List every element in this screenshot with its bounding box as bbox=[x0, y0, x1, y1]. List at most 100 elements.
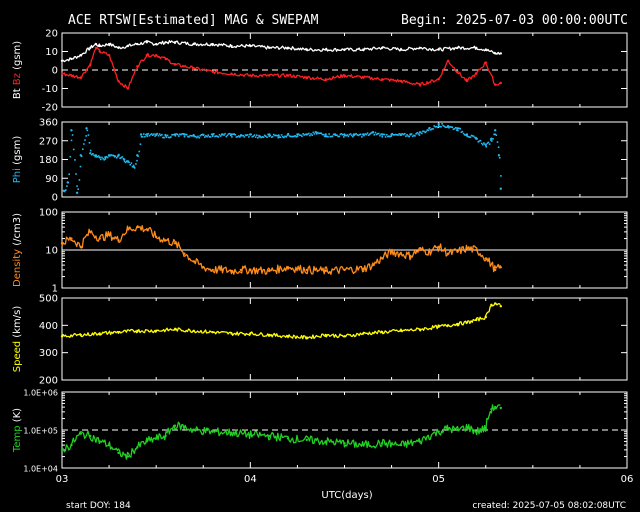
data-point bbox=[463, 134, 466, 136]
data-point bbox=[465, 321, 469, 324]
data-point bbox=[70, 74, 73, 77]
data-point bbox=[494, 268, 497, 272]
density-density-points bbox=[60, 225, 502, 273]
data-point bbox=[89, 46, 92, 49]
data-point bbox=[399, 79, 403, 83]
data-point bbox=[286, 437, 290, 440]
data-point bbox=[202, 266, 205, 269]
data-point bbox=[244, 134, 247, 136]
data-point bbox=[89, 434, 92, 438]
data-point bbox=[302, 133, 304, 135]
data-point bbox=[70, 139, 73, 142]
data-point bbox=[488, 143, 491, 145]
data-point bbox=[300, 134, 302, 137]
data-point bbox=[414, 135, 416, 137]
data-point bbox=[136, 65, 139, 68]
data-point bbox=[214, 135, 216, 138]
data-point bbox=[211, 430, 214, 433]
data-point bbox=[345, 134, 347, 137]
data-point bbox=[112, 154, 115, 157]
data-point bbox=[456, 127, 459, 130]
data-point bbox=[472, 135, 475, 138]
data-point bbox=[434, 126, 437, 128]
data-point bbox=[432, 128, 434, 130]
data-point bbox=[341, 133, 344, 136]
data-point bbox=[260, 136, 263, 139]
data-point bbox=[95, 156, 98, 158]
data-point bbox=[79, 165, 82, 168]
speed-speed-points bbox=[60, 302, 502, 339]
data-point bbox=[430, 129, 432, 131]
temp-ylabel: Temp (K) bbox=[12, 408, 23, 453]
data-point bbox=[144, 136, 146, 138]
data-point bbox=[68, 173, 70, 175]
data-point bbox=[465, 133, 469, 136]
data-point bbox=[220, 268, 224, 272]
data-point bbox=[355, 132, 357, 135]
data-point bbox=[381, 331, 384, 334]
data-point bbox=[117, 331, 120, 334]
data-point bbox=[493, 133, 495, 136]
data-point bbox=[484, 61, 487, 64]
data-point bbox=[396, 134, 398, 136]
data-point bbox=[213, 133, 215, 135]
data-point bbox=[484, 427, 487, 430]
data-point bbox=[230, 133, 233, 136]
panel-phi: 0 90 180 270 360 Phi (gsm) bbox=[12, 118, 628, 204]
data-point bbox=[277, 134, 280, 137]
data-point bbox=[495, 134, 498, 136]
data-point bbox=[358, 133, 361, 136]
data-point bbox=[89, 149, 92, 152]
data-point bbox=[230, 44, 233, 48]
temp-ytick-label: 1.0E+05 bbox=[23, 427, 58, 436]
data-point bbox=[315, 133, 318, 135]
data-point bbox=[371, 131, 374, 134]
data-point bbox=[100, 158, 102, 161]
phi-ytick-label: 90 bbox=[45, 174, 58, 185]
data-point bbox=[402, 133, 405, 136]
data-point bbox=[303, 134, 305, 136]
data-point bbox=[80, 155, 83, 157]
data-point bbox=[389, 135, 391, 138]
data-point bbox=[205, 135, 207, 137]
data-point bbox=[456, 428, 459, 432]
mag-ylabel-part: (gsm) bbox=[12, 41, 23, 73]
data-point bbox=[136, 42, 139, 46]
data-point bbox=[193, 135, 196, 138]
data-point bbox=[424, 131, 426, 134]
data-point bbox=[497, 154, 501, 157]
data-point bbox=[477, 141, 480, 143]
data-point bbox=[288, 135, 291, 137]
data-point bbox=[337, 135, 339, 138]
data-point bbox=[164, 41, 167, 44]
data-point bbox=[456, 46, 459, 49]
data-point bbox=[305, 336, 308, 339]
data-point bbox=[239, 268, 243, 272]
chart-title: ACE RTSW[Estimated] MAG & SWEPAM bbox=[68, 13, 319, 28]
data-point bbox=[215, 135, 217, 137]
data-point bbox=[390, 250, 393, 253]
data-point bbox=[200, 134, 203, 136]
mag-bt-series bbox=[61, 39, 501, 63]
data-point bbox=[331, 135, 334, 138]
data-point bbox=[435, 125, 438, 128]
data-point bbox=[192, 67, 195, 70]
data-point bbox=[136, 154, 139, 157]
data-point bbox=[96, 156, 99, 158]
data-point bbox=[390, 133, 393, 136]
data-point bbox=[418, 46, 421, 49]
x-tick-label: 03 bbox=[56, 474, 69, 485]
data-point bbox=[498, 157, 501, 159]
data-point bbox=[480, 142, 483, 145]
data-point bbox=[284, 135, 286, 138]
data-point bbox=[136, 446, 139, 449]
density-ylabel-part: (/cm3) bbox=[12, 213, 23, 249]
data-point bbox=[66, 185, 68, 187]
data-point bbox=[209, 136, 212, 138]
mag-ytick-label: 0 bbox=[52, 66, 58, 77]
data-point bbox=[178, 135, 180, 137]
data-point bbox=[483, 142, 485, 144]
data-point bbox=[141, 136, 144, 138]
begin-time: Begin: 2025-07-03 00:00:00UTC bbox=[401, 13, 628, 28]
data-point bbox=[362, 332, 365, 335]
